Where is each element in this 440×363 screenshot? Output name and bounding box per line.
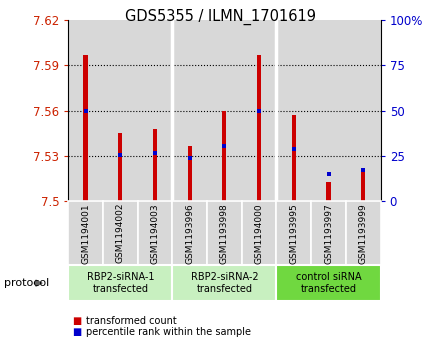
Text: GSM1194002: GSM1194002 [116, 203, 125, 264]
Text: protocol: protocol [4, 278, 50, 288]
Text: ■: ■ [73, 316, 82, 326]
Bar [276, 20, 311, 201]
Text: GSM1194001: GSM1194001 [81, 203, 90, 264]
Bar [172, 20, 207, 201]
Bar [84, 55, 88, 201]
Bar [346, 20, 381, 201]
Text: GSM1194000: GSM1194000 [255, 203, 264, 264]
Text: GSM1193997: GSM1193997 [324, 203, 333, 264]
Bar [361, 168, 365, 201]
Text: GSM1193996: GSM1193996 [185, 203, 194, 264]
Bar [153, 129, 157, 201]
Bar [118, 134, 122, 201]
Bar [222, 111, 227, 201]
Text: RBP2-siRNA-1
transfected: RBP2-siRNA-1 transfected [87, 272, 154, 294]
Text: RBP2-siRNA-2
transfected: RBP2-siRNA-2 transfected [191, 272, 258, 294]
Text: GSM1193995: GSM1193995 [290, 203, 298, 264]
Text: ■: ■ [73, 327, 82, 337]
Text: percentile rank within the sample: percentile rank within the sample [86, 327, 251, 337]
Text: GSM1193999: GSM1193999 [359, 203, 368, 264]
Bar [138, 20, 172, 201]
Text: GDS5355 / ILMN_1701619: GDS5355 / ILMN_1701619 [125, 9, 315, 25]
Bar [311, 20, 346, 201]
Bar [207, 20, 242, 201]
Text: transformed count: transformed count [86, 316, 176, 326]
Text: control siRNA
transfected: control siRNA transfected [296, 272, 361, 294]
Bar [242, 20, 276, 201]
Bar [292, 115, 296, 201]
Bar [103, 20, 138, 201]
Bar [257, 55, 261, 201]
Bar [187, 146, 192, 201]
Bar [68, 20, 103, 201]
Text: GSM1193998: GSM1193998 [220, 203, 229, 264]
Bar [326, 182, 330, 201]
Text: GSM1194003: GSM1194003 [150, 203, 159, 264]
